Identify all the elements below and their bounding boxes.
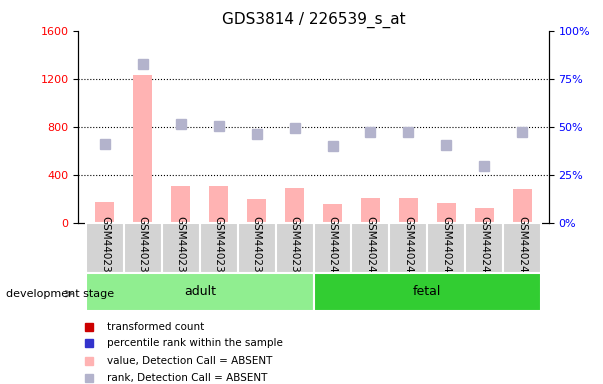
Text: GSM440242: GSM440242 bbox=[403, 216, 414, 279]
Bar bbox=[86, 273, 314, 311]
Bar bbox=[124, 223, 162, 273]
Bar bbox=[171, 185, 191, 223]
Bar bbox=[238, 223, 276, 273]
Bar bbox=[437, 203, 456, 223]
Text: GSM440241: GSM440241 bbox=[365, 216, 376, 279]
Bar bbox=[285, 188, 304, 223]
Text: percentile rank within the sample: percentile rank within the sample bbox=[107, 338, 282, 348]
Bar bbox=[209, 185, 228, 223]
Text: GSM440235: GSM440235 bbox=[138, 216, 148, 279]
Text: GDS3814 / 226539_s_at: GDS3814 / 226539_s_at bbox=[222, 12, 405, 28]
Bar bbox=[504, 223, 541, 273]
Text: GSM440244: GSM440244 bbox=[479, 216, 489, 279]
Bar bbox=[323, 204, 342, 223]
Text: GSM440243: GSM440243 bbox=[441, 216, 451, 279]
Text: GSM440245: GSM440245 bbox=[517, 216, 527, 279]
Text: transformed count: transformed count bbox=[107, 322, 204, 332]
Bar bbox=[475, 208, 494, 223]
Bar bbox=[352, 223, 390, 273]
Bar bbox=[314, 273, 541, 311]
Text: GSM440237: GSM440237 bbox=[213, 216, 224, 279]
Text: GSM440234: GSM440234 bbox=[100, 216, 110, 279]
Bar bbox=[361, 198, 380, 223]
Text: GSM440238: GSM440238 bbox=[251, 216, 262, 279]
Text: GSM440236: GSM440236 bbox=[176, 216, 186, 279]
Text: GSM440240: GSM440240 bbox=[327, 216, 338, 279]
Text: rank, Detection Call = ABSENT: rank, Detection Call = ABSENT bbox=[107, 372, 267, 382]
Bar bbox=[399, 197, 418, 223]
Bar bbox=[86, 223, 124, 273]
Bar bbox=[428, 223, 466, 273]
Bar bbox=[314, 223, 352, 273]
Text: adult: adult bbox=[184, 285, 216, 298]
Bar bbox=[513, 189, 532, 223]
Text: value, Detection Call = ABSENT: value, Detection Call = ABSENT bbox=[107, 356, 272, 366]
Bar bbox=[247, 199, 266, 223]
Bar bbox=[200, 223, 238, 273]
Bar bbox=[276, 223, 314, 273]
Text: GSM440239: GSM440239 bbox=[289, 216, 300, 279]
Text: fetal: fetal bbox=[413, 285, 441, 298]
Bar bbox=[466, 223, 504, 273]
Bar bbox=[95, 202, 115, 223]
Bar bbox=[133, 75, 153, 223]
Bar bbox=[162, 223, 200, 273]
Text: development stage: development stage bbox=[6, 289, 114, 299]
Bar bbox=[390, 223, 428, 273]
